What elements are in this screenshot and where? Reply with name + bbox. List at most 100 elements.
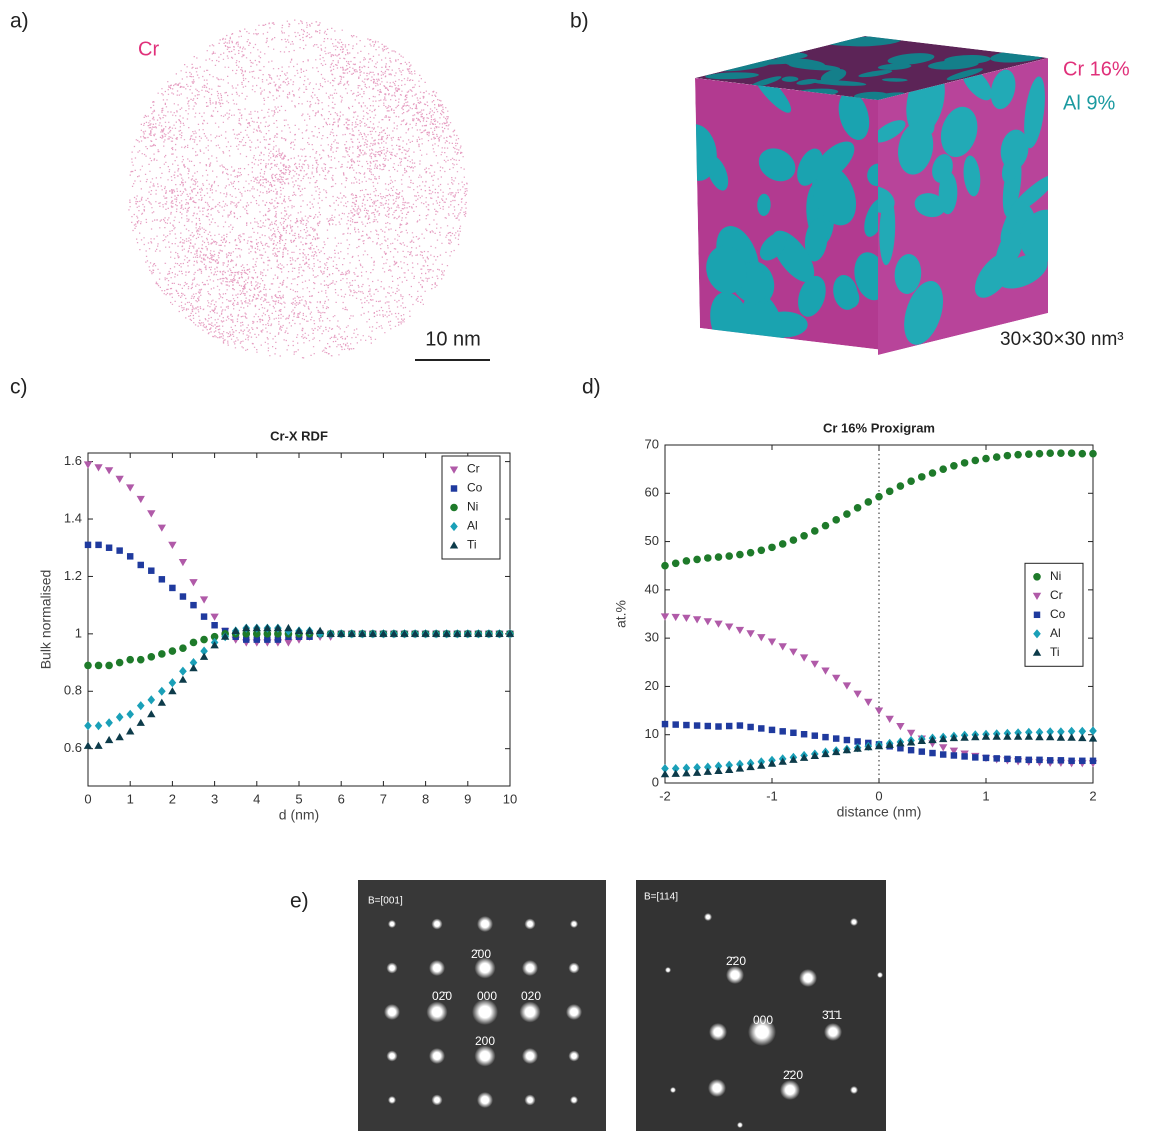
marker: [1090, 758, 1096, 764]
marker: [758, 546, 766, 554]
y-tick-label: 0: [652, 774, 659, 789]
scale-bar-label: 10 nm: [425, 328, 481, 350]
marker: [939, 465, 947, 473]
x-tick-label: -1: [766, 788, 778, 803]
marker: [800, 532, 808, 540]
y-tick-label: 20: [645, 678, 659, 693]
marker: [84, 461, 92, 468]
marker: [897, 482, 905, 490]
spot: [522, 1048, 538, 1064]
cube-face: [674, 55, 895, 386]
spot: [709, 1023, 727, 1041]
legend-label: Ti: [467, 538, 477, 552]
marker: [95, 542, 101, 548]
marker: [736, 551, 744, 559]
marker: [1004, 452, 1012, 460]
y-tick-label: 70: [645, 436, 659, 451]
atom-dots: [128, 20, 467, 358]
marker: [800, 654, 808, 661]
marker: [929, 750, 935, 756]
spot: [665, 967, 671, 973]
marker: [705, 723, 711, 729]
spot-index: 2̄00: [471, 947, 491, 961]
legend-label: Cr: [1050, 588, 1063, 602]
y-tick-label: 0.8: [64, 683, 82, 698]
marker: [1067, 733, 1075, 740]
chart-title: Cr 16% Proxigram: [823, 420, 935, 435]
marker: [757, 634, 765, 641]
marker: [918, 737, 926, 744]
spot: [780, 1080, 800, 1100]
spot: [570, 1096, 578, 1104]
y-tick-label: 1.6: [64, 453, 82, 468]
spot-index: 02̄0: [432, 989, 452, 1003]
marker: [918, 473, 926, 481]
marker: [683, 722, 689, 728]
marker: [972, 754, 978, 760]
marker: [982, 455, 990, 463]
legend-label: Cr: [467, 462, 480, 476]
spot: [429, 960, 445, 976]
marker: [190, 639, 198, 647]
marker: [928, 736, 936, 743]
spot: [569, 1051, 580, 1062]
marker: [886, 488, 894, 496]
marker: [158, 699, 166, 706]
marker: [822, 522, 830, 530]
marker: [148, 695, 156, 704]
marker: [919, 748, 925, 754]
spot: [387, 1051, 398, 1062]
marker: [875, 493, 883, 501]
legend-label: Al: [1050, 626, 1061, 640]
marker: [1078, 734, 1086, 741]
marker: [94, 464, 102, 471]
y-tick-label: 1.2: [64, 568, 82, 583]
marker: [158, 650, 166, 658]
marker: [789, 649, 797, 656]
marker: [84, 721, 92, 730]
legend-label: Ti: [1050, 645, 1060, 659]
marker: [1026, 757, 1032, 763]
marker: [148, 567, 154, 573]
y-tick-label: 0.6: [64, 740, 82, 755]
marker: [116, 547, 122, 553]
marker: [736, 627, 744, 634]
marker: [661, 562, 669, 570]
marker: [661, 770, 669, 777]
x-tick-label: 4: [253, 791, 260, 806]
marker: [683, 557, 691, 565]
marker: [843, 510, 851, 518]
marker: [1089, 734, 1097, 741]
marker: [116, 659, 124, 667]
marker: [85, 542, 91, 548]
marker: [714, 767, 722, 774]
y-tick-label: 30: [645, 630, 659, 645]
marker: [1079, 450, 1087, 458]
marker: [715, 723, 721, 729]
legend-label: Co: [467, 481, 483, 495]
marker: [896, 723, 904, 730]
marker: [158, 525, 166, 532]
marker: [736, 764, 744, 771]
marker: [822, 734, 828, 740]
marker: [801, 731, 807, 737]
marker: [105, 467, 113, 474]
x-axis-label: d (nm): [279, 807, 319, 823]
y-tick-label: 10: [645, 726, 659, 741]
marker: [951, 752, 957, 758]
marker: [169, 678, 177, 687]
marker: [726, 723, 732, 729]
panel-label: c): [10, 376, 28, 399]
y-tick-label: 50: [645, 533, 659, 548]
marker: [137, 496, 145, 503]
spot: [850, 1086, 858, 1094]
marker: [137, 656, 145, 664]
chart-title: Cr-X RDF: [270, 428, 328, 443]
marker: [126, 484, 134, 491]
marker: [105, 718, 113, 727]
marker: [950, 734, 958, 741]
marker: [84, 742, 92, 749]
marker: [812, 732, 818, 738]
marker: [1046, 733, 1054, 740]
x-tick-label: 7: [380, 791, 387, 806]
